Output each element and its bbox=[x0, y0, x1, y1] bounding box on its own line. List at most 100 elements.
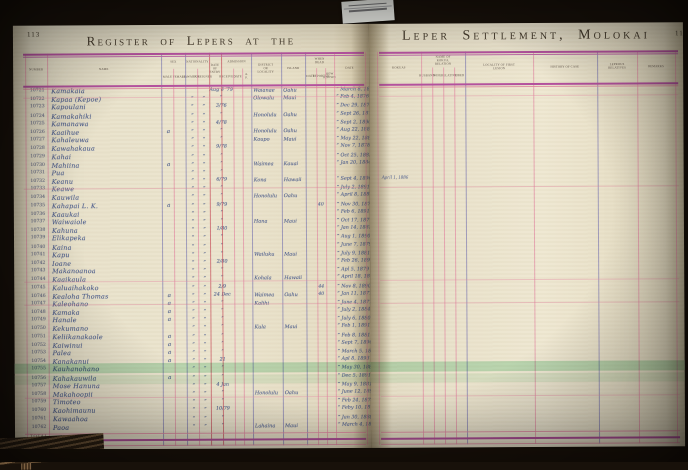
rule-horizontal bbox=[381, 430, 681, 433]
rule-vertical bbox=[377, 51, 381, 445]
register-cell-name: Palea bbox=[52, 349, 72, 358]
register-cell-n: 10727 bbox=[30, 137, 45, 143]
register-cell-name: Kapoulani bbox=[51, 103, 86, 112]
register-cell-d2: ” bbox=[203, 349, 207, 356]
register-cell-d1: ” bbox=[192, 341, 195, 348]
register-cell-dist: Waimea bbox=[253, 160, 274, 168]
col-adm-date: Date bbox=[233, 74, 242, 78]
right-grid-lines bbox=[369, 22, 683, 24]
col-sex-male: Male bbox=[162, 75, 172, 79]
rule-horizontal bbox=[379, 85, 679, 88]
register-cell-d2: ” bbox=[203, 243, 206, 250]
register-cell-d2: ” bbox=[202, 177, 206, 184]
register-cell-name: Kamanawa bbox=[51, 119, 89, 128]
archive-label-sticker bbox=[341, 0, 395, 24]
register-cell-d2: ” bbox=[203, 210, 206, 217]
col-rel-relative: Relative bbox=[440, 73, 457, 77]
register-cell-s: a bbox=[167, 292, 172, 299]
col-district: District or Locality bbox=[257, 63, 275, 74]
register-cell-dist: Waimea bbox=[254, 291, 275, 299]
register-cell-d2: ” bbox=[203, 308, 207, 315]
register-cell-n: 10760 bbox=[31, 408, 47, 414]
col-adm-ap: A. P. bbox=[244, 73, 249, 80]
col-locality-first-lesion: Locality of First Lesion bbox=[483, 63, 516, 71]
register-cell-n: 10728 bbox=[30, 146, 45, 152]
register-cell-d1: ” bbox=[191, 267, 195, 274]
rule-horizontal bbox=[381, 436, 681, 440]
col-nat-foreigner: Foreigner bbox=[193, 74, 213, 79]
rule-vertical bbox=[597, 50, 601, 444]
register-cell-d1: ” bbox=[191, 153, 194, 160]
register-cell-d1: ” bbox=[191, 235, 195, 242]
register-cell-d1: ” bbox=[191, 120, 194, 127]
register-cell-d2: ” bbox=[203, 325, 207, 332]
col-remarks: Remarks bbox=[648, 64, 665, 68]
register-cell-dist: Honolulu bbox=[253, 128, 277, 135]
register-cell-n: 10762 bbox=[31, 424, 47, 430]
register-cell-d2: ” bbox=[204, 407, 207, 414]
register-cell-dt: ” Feb 1, 1891 bbox=[337, 323, 371, 330]
rule-vertical bbox=[533, 51, 537, 445]
register-cell-n: 10741 bbox=[30, 251, 46, 257]
register-cell-n: 10743 bbox=[30, 268, 46, 274]
col-leprous-relatives: Leprous Relatives bbox=[608, 63, 627, 70]
col-history-of-case: History of Case bbox=[550, 65, 580, 69]
register-cell-n: 10759 bbox=[31, 399, 47, 405]
register-cell-name: Elikapeka bbox=[51, 234, 86, 243]
register-cell-d2: ” bbox=[202, 104, 206, 111]
register-cell-d2: ” bbox=[203, 218, 206, 225]
register-cell-d2: ” bbox=[203, 366, 207, 373]
register-cell-name: Kekumano bbox=[52, 325, 89, 334]
register-cell-d1: ” bbox=[191, 145, 194, 152]
register-cell-x: 40 bbox=[318, 291, 325, 297]
col-name: Name bbox=[99, 67, 109, 71]
register-cell-name: Kauhanohano bbox=[52, 365, 100, 374]
register-cell-name: Kahai bbox=[51, 152, 72, 161]
register-cell-n: 10745 bbox=[30, 284, 46, 290]
register-cell-n: 10755 bbox=[31, 366, 47, 372]
register-cell-n: 10744 bbox=[30, 277, 46, 283]
register-cell-s: a bbox=[166, 128, 171, 135]
register-cell-n: 10729 bbox=[30, 153, 45, 159]
col-dead-how: How Known bbox=[323, 72, 336, 80]
register-cell-isl: Oahu bbox=[283, 127, 298, 135]
register-cell-d1: ” bbox=[191, 202, 195, 209]
rule-vertical bbox=[637, 50, 641, 444]
register-cell-d2: ” bbox=[203, 259, 206, 266]
register-cell-name: Pua bbox=[51, 169, 65, 178]
register-cell-d2: ” bbox=[203, 226, 206, 233]
register-cell-isl: Kauai bbox=[283, 160, 299, 167]
register-cell-d1: ” bbox=[192, 423, 196, 430]
register-cell-s: a bbox=[167, 349, 172, 356]
register-cell-d2: ” bbox=[203, 235, 206, 242]
left-table-header: Number Name Sex Male Female Nationality … bbox=[13, 24, 369, 80]
register-cell-d1: ” bbox=[191, 251, 195, 258]
register-cell-d1: ” bbox=[192, 349, 195, 356]
register-cell-d1: ” bbox=[191, 243, 195, 250]
register-cell-name: Kapu bbox=[52, 250, 70, 259]
register-cell-name: Kauwila bbox=[51, 194, 80, 203]
rule-horizontal bbox=[381, 442, 681, 445]
register-cell-dist: Kona bbox=[253, 177, 267, 184]
register-cell-name: Paoa bbox=[52, 423, 70, 432]
register-cell-isl: Maui bbox=[284, 422, 298, 429]
rule-vertical bbox=[454, 67, 458, 445]
register-cell-n: 10751 bbox=[31, 333, 46, 339]
register-cell-n: 10731 bbox=[30, 170, 45, 176]
register-cell-d1: ” bbox=[191, 194, 195, 201]
register-cell-d2: ” bbox=[203, 382, 207, 389]
right-page-title: Leper Settlement, Molokai bbox=[401, 27, 650, 44]
col-rel-hired: Hired bbox=[454, 73, 465, 77]
register-cell-d1: ” bbox=[192, 398, 196, 405]
register-cell-dist: Lahaina bbox=[254, 422, 276, 430]
register-cell-dist: Honolulu bbox=[253, 193, 278, 200]
register-cell-isl: Oahu bbox=[283, 111, 297, 118]
rule-horizontal bbox=[379, 94, 679, 97]
register-cell-name: Waiwaiole bbox=[51, 218, 87, 227]
register-cell-d1: ” bbox=[191, 161, 194, 168]
register-cell-d2: ” bbox=[203, 251, 206, 258]
register-cell-d2: ” bbox=[202, 161, 206, 168]
register-cell-isl: Oahu bbox=[284, 291, 298, 298]
register-cell-d1: ” bbox=[192, 292, 195, 299]
register-cell-name: Kawahakaua bbox=[51, 144, 95, 154]
